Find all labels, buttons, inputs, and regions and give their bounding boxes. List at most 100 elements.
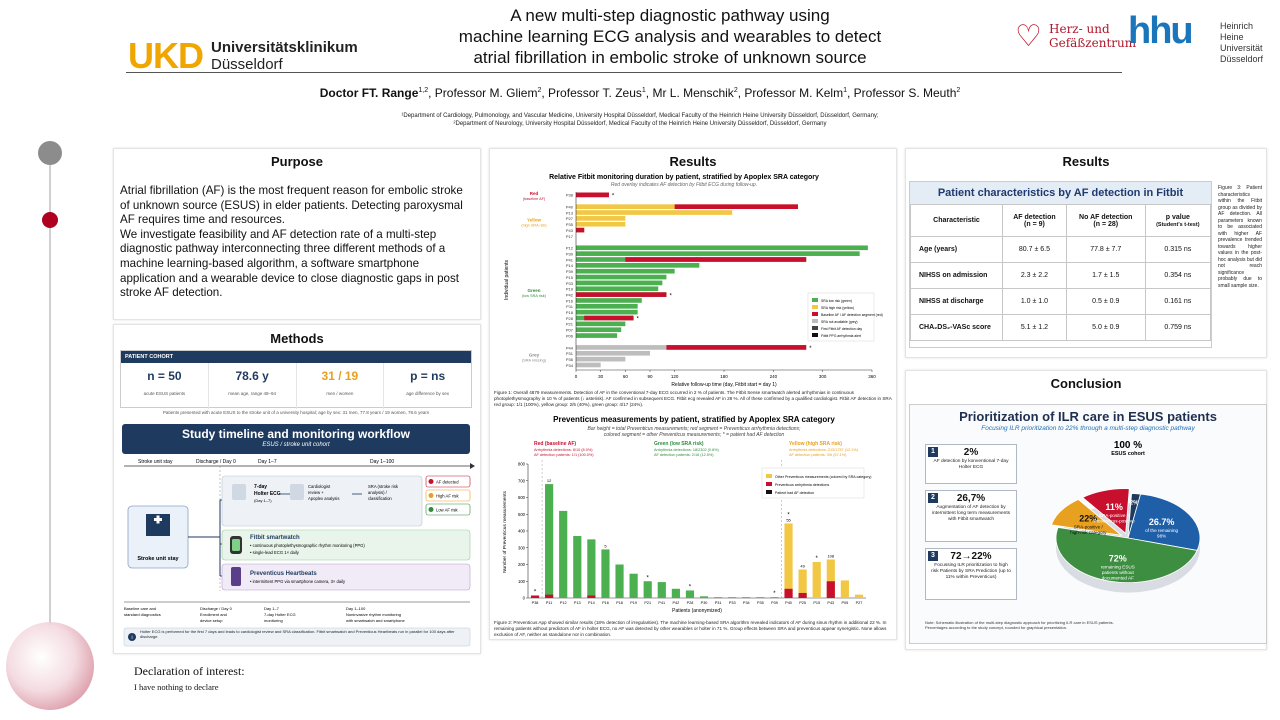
author: , Professor S. Meuth	[846, 86, 957, 100]
table-header: p value (Student's t-test)	[1144, 204, 1212, 237]
declaration: Declaration of interest: I have nothing …	[134, 664, 245, 692]
bar	[629, 573, 638, 598]
step-text: Focussing ILR prioritization to high ris…	[931, 563, 1011, 580]
declaration-title: Declaration of interest:	[134, 664, 245, 678]
hhu-logo-text: Heinrich Heine Universität Düsseldorf	[1220, 21, 1278, 65]
preventicus-chart: Preventicus measurements by patient, str…	[502, 415, 871, 614]
group-header-title: Red (baseline AF)	[534, 441, 576, 447]
x-tick-label: 60	[623, 374, 629, 379]
cohort-label: acute ESUS patients	[143, 391, 186, 396]
x-axis-label: Patients (anonymized)	[672, 608, 722, 614]
red-dot-icon	[428, 479, 434, 484]
fitbit-track	[221, 529, 471, 561]
cohort-value: 78.6 y	[235, 369, 269, 383]
risk-high	[425, 489, 471, 502]
bar	[601, 549, 610, 598]
figure-2-caption: Figure 2: Preventicus App showed similar…	[494, 620, 887, 637]
hhu-logo: hhu Heinrich Heine Universität Düsseldor…	[1128, 10, 1278, 64]
author-sup: 1	[843, 87, 847, 94]
bar	[728, 597, 737, 598]
table-cell: 0.759 ns	[1144, 314, 1212, 341]
legend-label: Fitbit PPG arrhythmia alert	[821, 334, 861, 338]
bar	[576, 321, 626, 327]
author-sup: 2	[733, 87, 738, 94]
pie-slice-text: of the remaining	[1145, 528, 1178, 533]
af-segment	[576, 292, 667, 297]
workflow-note-box	[123, 627, 471, 647]
x-tick-label: 90	[647, 374, 653, 379]
decorative-red-dot	[42, 212, 58, 228]
x-tick-label: P28	[687, 601, 694, 605]
tick-label: P38	[566, 193, 574, 198]
timeline-label: Stroke unit stay	[138, 459, 173, 465]
bar	[545, 484, 554, 598]
tick-label: P30	[566, 251, 574, 256]
purpose-panel: Purpose	[113, 148, 481, 320]
cardiologist-icon	[290, 484, 304, 500]
cohort-cells: n = 50 acute ESUS patients 78.6 y mean age…	[121, 363, 471, 409]
x-tick-label: P40	[785, 601, 792, 605]
x-tick-label: P16	[602, 601, 609, 605]
step-number: 2	[928, 493, 938, 503]
cohort-label: age difference by sex	[406, 391, 449, 396]
author-sup: 2	[537, 87, 542, 94]
x-tick-label: P41	[658, 601, 665, 605]
header-line: AF detection	[1013, 213, 1056, 221]
hhu-line3: Düsseldorf	[1220, 54, 1264, 64]
cardiologist-line2: review +	[308, 490, 324, 495]
bar	[576, 286, 659, 292]
bar	[530, 595, 540, 598]
tick-label: P16	[566, 298, 574, 303]
yellow-dot-icon	[428, 493, 434, 498]
table-cell: 80.7 ± 6.5	[1002, 236, 1067, 263]
af-star: *	[773, 591, 776, 597]
cohort-cell: 78.6 y mean age, range 48–94	[209, 363, 297, 409]
tick-label: P44	[566, 345, 574, 350]
x-tick-label: P43	[827, 601, 834, 605]
table-cell: 0.315 ns	[1144, 236, 1212, 263]
bar	[756, 597, 765, 598]
y-tick-label: 100	[518, 579, 526, 584]
table-row: NIHSS at discharge 1.0 ± 1.0 0.5 ± 0.9 0.16…	[910, 288, 1212, 315]
bar	[657, 582, 666, 598]
step-percent: 72→22%	[950, 551, 992, 562]
tick-label: P15	[566, 275, 574, 280]
decorative-globe	[6, 622, 94, 710]
table-header-row: Characteristic AF detection (n = 9) No AF…	[910, 204, 1212, 237]
title-line-2: machine learning ECG analysis and wearab…	[458, 27, 882, 46]
step-text: Augmentation of AF detection by intermit…	[931, 505, 1011, 522]
tick-label: P36	[566, 357, 574, 362]
header-line: p value	[1165, 213, 1190, 221]
herz-logo: ♡ Herz- und Gefäßzentrum	[1015, 20, 1136, 56]
header-divider	[126, 72, 1122, 73]
sra-line3: classification	[368, 496, 392, 501]
hhu-line1: Heinrich Heine	[1220, 21, 1254, 42]
bar	[576, 274, 667, 280]
legend-box	[761, 467, 865, 499]
legend-label: Other Preventicus measurements (colored …	[775, 475, 871, 479]
ilr-pie-chart: 100 %ESUS cohort 2% 26.7%of the remaining9…	[1050, 440, 1201, 593]
bar	[742, 597, 751, 598]
step-percent: 26,7%	[956, 493, 986, 504]
results-middle-title: Results	[669, 154, 717, 169]
legend-label: Patient had AF detection	[775, 491, 814, 495]
timeline-label: Day 1–100	[370, 459, 394, 465]
bar	[615, 564, 624, 598]
workflow-title: Study timeline and monitoring workflow	[181, 427, 410, 441]
x-tick-label: P39	[771, 601, 778, 605]
cohort-label: men / women	[326, 391, 354, 396]
patient-characteristics-table: Patient characteristics by AF detection …	[909, 181, 1212, 348]
tick-label: P40	[566, 205, 574, 210]
table-header: AF detection (n = 9)	[1002, 204, 1067, 237]
bar	[576, 251, 860, 256]
y-tick-label: 600	[518, 495, 526, 500]
pie-slice	[1127, 493, 1201, 551]
af-star: *	[647, 575, 650, 581]
group-label-sub: (low SRA risk)	[522, 294, 547, 298]
risk-label: High AF risk	[436, 494, 459, 499]
table: Characteristic AF detection (n = 9) No AF…	[910, 204, 1212, 341]
bar	[576, 356, 626, 362]
timeline-arrow-icon	[470, 463, 475, 469]
results-middle-panel: Results	[489, 148, 897, 640]
workflow-diagram: Stroke unit stay Discharge / Day 0 Day 1…	[123, 459, 475, 647]
